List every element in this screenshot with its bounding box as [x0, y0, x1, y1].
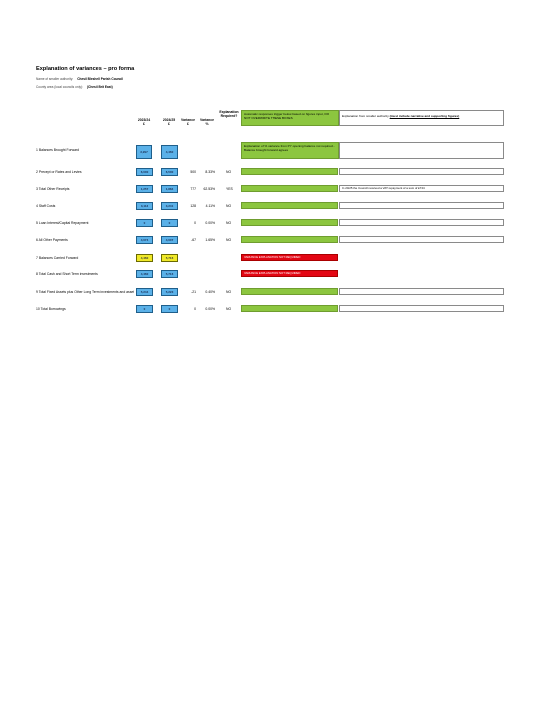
variance-pct-value: 0.00%	[205, 221, 215, 225]
header-variance-unit: £	[187, 122, 189, 127]
variance-pct-value: 0.00%	[205, 307, 215, 311]
variance-pct-value: 4.11%	[205, 204, 215, 208]
explanation-cell[interactable]	[339, 219, 504, 226]
row-label: 7 Balances Carried Forward	[36, 256, 79, 260]
auto-response-cell	[241, 168, 338, 175]
variance-value: 500	[190, 170, 196, 174]
row-label: 10 Total Borrowings	[36, 307, 66, 311]
explanation-cell[interactable]	[339, 168, 504, 175]
variance-value: 128	[190, 204, 196, 208]
auto-response-cell: Explanation of % variance from PY openin…	[241, 142, 339, 159]
header-variance-label: Variance	[181, 118, 195, 122]
explanation-header: Explanation from smaller authority (must…	[339, 110, 504, 126]
variance-pct-value: 8.33%	[205, 170, 215, 174]
row-label: 1 Balances Brought Forward	[36, 148, 79, 152]
explanation-cell[interactable]	[339, 236, 504, 243]
explanation-required-value: NO	[226, 290, 232, 294]
explanation-required-value: NO	[226, 307, 232, 311]
auto-response-cell	[241, 288, 338, 295]
county-line: County area (local councils only): (Chesi…	[36, 85, 113, 89]
explanation-cell[interactable]	[339, 288, 504, 295]
auto-response-cell	[241, 236, 338, 243]
auto-response-note: Automatic responses trigger below based …	[241, 110, 339, 126]
auto-response-cell: VARIANCE EXPLANATION NOT REQUIRED	[241, 270, 338, 277]
header-year-1: 2023/24 £	[134, 118, 154, 126]
y2-value-cell[interactable]: 6,500	[161, 168, 178, 176]
county-name: (Chesil Brit East)	[86, 85, 113, 89]
explanation-required-value: YES	[226, 187, 233, 191]
auto-response-cell: VARIANCE EXPLANATION NOT REQUIRED	[241, 254, 338, 261]
explanation-required-value: NO	[226, 221, 232, 225]
y2-value-cell[interactable]: 3,241	[161, 202, 178, 210]
y1-value-cell[interactable]: 1,257	[136, 185, 153, 193]
explanation-cell[interactable]	[339, 142, 504, 159]
explanation-required-value: NO	[226, 204, 232, 208]
y2-value-cell[interactable]: 0	[161, 219, 178, 227]
y1-value-cell[interactable]: 4,074	[136, 236, 153, 244]
y1-value-cell[interactable]: 4,460	[136, 254, 153, 262]
explanation-cell[interactable]	[339, 305, 504, 312]
header-variance-pct: Variance %	[197, 118, 217, 126]
auto-response-cell	[241, 202, 338, 209]
county-label: County area (local councils only):	[36, 85, 83, 89]
row-label: 9 Total Fixed Assets plus Other Long Ter…	[36, 290, 134, 294]
header-variance: Variance £	[179, 118, 197, 126]
y1-value-cell[interactable]: 5,244	[136, 288, 153, 296]
y2-value-cell[interactable]: 5,223	[161, 288, 178, 296]
page-title: Explanation of variances – pro forma	[36, 66, 135, 72]
variance-pct-value: 62.53%	[203, 187, 216, 191]
y1-value-cell[interactable]: 0	[136, 305, 153, 313]
header-variance-pct-unit: %	[205, 122, 209, 127]
y2-value-cell[interactable]: 1,884	[161, 185, 178, 193]
authority-line: Name of smaller authority: Chesil Bleshel…	[36, 77, 123, 81]
explanation-required-value: NO	[226, 238, 232, 242]
y1-value-cell[interactable]: 4,460	[136, 270, 153, 278]
variance-pct-value: 1.65%	[205, 238, 215, 242]
y2-value-cell[interactable]: 4,460	[161, 145, 178, 159]
y1-value-cell[interactable]: 6,000	[136, 168, 153, 176]
row-label: 3 Total Other Receipts	[36, 187, 70, 191]
authority-name: Chesil Bleshell Parish Council	[77, 77, 124, 81]
header-year-1-label: 2023/24	[137, 118, 151, 122]
authority-label: Name of smaller authority:	[36, 77, 74, 81]
variance-value: -67	[191, 238, 196, 242]
variance-value: -21	[191, 290, 196, 294]
header-year-1-unit: £	[143, 122, 145, 127]
variance-pct-value: 0.40%	[205, 290, 215, 294]
explanation-header-prefix: Explanation from smaller authority	[342, 114, 389, 118]
y2-value-cell[interactable]: 5,716	[161, 270, 178, 278]
auto-response-cell	[241, 219, 338, 226]
variance-value: 777	[190, 187, 196, 191]
header-variance-pct-label: Variance	[200, 118, 214, 122]
row-label: 5 Loan Interest/Capital Repayment	[36, 221, 89, 225]
y1-value-cell[interactable]: 0	[136, 219, 153, 227]
header-year-2-label: 2024/25	[162, 118, 176, 122]
explanation-cell[interactable]: In 24/25 the Council received a VAT repa…	[339, 185, 504, 192]
row-label: 8 Total Cash and Short Term investments	[36, 272, 98, 276]
row-label: 4 Staff Costs	[36, 204, 56, 208]
explanation-cell[interactable]	[339, 202, 504, 209]
explanation-required-value: NO	[226, 170, 232, 174]
variance-value: 0	[194, 307, 196, 311]
explanation-header-emphasis: (must include narrative and supporting f…	[389, 114, 460, 118]
header-year-2: 2024/25 £	[158, 118, 180, 126]
y1-value-cell[interactable]: 3,113	[136, 202, 153, 210]
y2-value-cell[interactable]: 4,007	[161, 236, 178, 244]
y2-value-cell[interactable]: 5,716	[161, 254, 178, 262]
y2-value-cell[interactable]: 0	[161, 305, 178, 313]
header-explanation-required: Explanation Required?	[219, 110, 239, 119]
header-year-2-unit: £	[168, 122, 170, 127]
auto-response-cell	[241, 185, 338, 192]
row-label: 2 Precept or Rates and Levies	[36, 170, 82, 174]
y1-value-cell[interactable]: 3,297	[136, 145, 152, 159]
variance-value: 0	[194, 221, 196, 225]
auto-response-cell	[241, 305, 338, 312]
row-label: 6 All Other Payments	[36, 238, 68, 242]
